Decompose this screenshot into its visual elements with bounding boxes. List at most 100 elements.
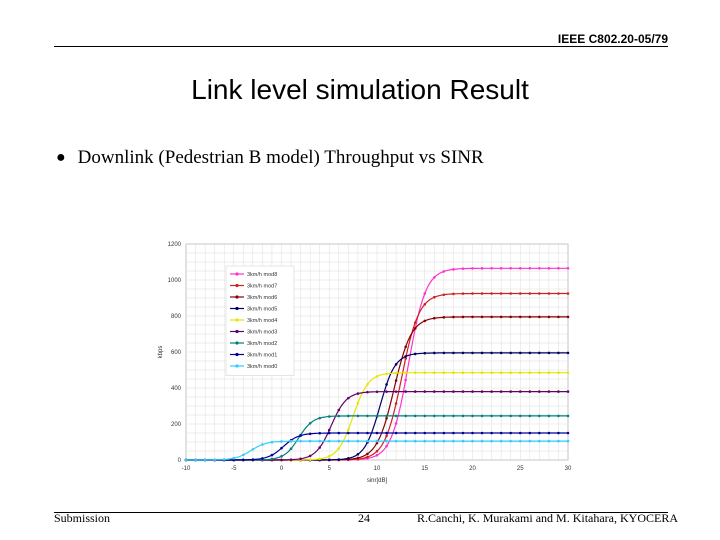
- legend-label: 3km/h mod4: [247, 318, 277, 324]
- series-point: [566, 414, 570, 418]
- series-point: [566, 351, 570, 355]
- series-point: [528, 439, 532, 443]
- series-point: [385, 444, 388, 448]
- series-point: [557, 390, 560, 393]
- series-point: [194, 458, 197, 462]
- series-point: [480, 414, 484, 418]
- series-point: [471, 315, 474, 319]
- y-tick-label: 0: [178, 458, 182, 464]
- series-point: [566, 439, 570, 443]
- series-point: [308, 439, 312, 443]
- series-point: [327, 415, 331, 418]
- series-point: [461, 292, 465, 295]
- x-tick-label: 15: [421, 466, 428, 472]
- legend-marker: [235, 364, 239, 368]
- series-point: [413, 352, 417, 356]
- series-point: [394, 379, 398, 382]
- series-point: [480, 315, 484, 319]
- series-point: [356, 431, 360, 435]
- x-tick-label: 25: [517, 466, 524, 472]
- series-point: [394, 422, 398, 425]
- series-point: [547, 292, 551, 295]
- x-tick-label: 5: [328, 466, 332, 472]
- series-point: [509, 390, 512, 393]
- series-point: [327, 439, 331, 443]
- series-point: [566, 292, 570, 295]
- series-point: [280, 440, 283, 443]
- bullet-icon: ●: [56, 149, 66, 166]
- series-point: [518, 431, 522, 435]
- series-point: [337, 408, 341, 412]
- series-point: [404, 378, 407, 382]
- header-divider: [54, 46, 668, 47]
- series-point: [404, 355, 407, 358]
- series-point: [538, 315, 541, 319]
- series-point: [547, 439, 551, 443]
- series-point: [433, 351, 436, 355]
- series-point: [566, 390, 570, 393]
- series-point: [528, 371, 532, 374]
- series-point: [480, 351, 484, 355]
- series-point: [394, 402, 398, 405]
- series-point: [318, 457, 321, 461]
- series-point: [471, 371, 474, 374]
- series-point: [557, 315, 560, 319]
- legend-label: 3km/h mod0: [247, 364, 277, 370]
- series-point: [471, 431, 474, 435]
- y-axis-label: kbps: [158, 346, 164, 359]
- series-point: [557, 431, 560, 435]
- series-point: [490, 439, 493, 443]
- series-point: [471, 292, 474, 295]
- series-point: [280, 455, 283, 458]
- y-tick-label: 400: [171, 386, 182, 392]
- series-point: [433, 276, 436, 279]
- series-point: [442, 431, 446, 435]
- document-id: IEEE C802.20-05/79: [557, 32, 668, 46]
- series-point: [518, 292, 522, 295]
- series-point: [261, 457, 264, 460]
- bullet-item: ● Downlink (Pedestrian B model) Throughpu…: [56, 147, 484, 169]
- series-point: [413, 431, 417, 435]
- series-point: [547, 351, 551, 355]
- series-point: [442, 293, 446, 297]
- series-point: [528, 431, 532, 435]
- legend-marker: [235, 306, 239, 311]
- series-point: [433, 414, 436, 418]
- series-point: [251, 448, 255, 451]
- series-point: [423, 414, 427, 418]
- series-point: [547, 414, 551, 418]
- series-point: [280, 446, 283, 450]
- series-point: [394, 363, 398, 366]
- series-point: [385, 417, 388, 420]
- series-point: [385, 414, 388, 418]
- series-point: [375, 431, 379, 435]
- x-tick-label: 0: [280, 466, 284, 472]
- series-point: [366, 414, 369, 418]
- series-point: [404, 431, 407, 435]
- series-point: [375, 375, 379, 378]
- series-point: [356, 414, 360, 418]
- series-point: [528, 292, 532, 295]
- series-point: [385, 431, 388, 435]
- series-point: [203, 458, 207, 462]
- series-point: [366, 383, 369, 386]
- legend-label: 3km/h mod6: [247, 295, 277, 301]
- series-point: [490, 371, 493, 374]
- series-point: [499, 371, 503, 374]
- series-point: [566, 431, 570, 435]
- y-tick-label: 800: [171, 314, 182, 320]
- series-point: [327, 455, 331, 458]
- series-point: [404, 357, 407, 360]
- series-point: [471, 267, 474, 270]
- series-point: [452, 371, 455, 375]
- series-point: [538, 371, 541, 374]
- series-point: [433, 431, 436, 435]
- series-point: [337, 439, 341, 443]
- series-point: [518, 315, 522, 319]
- series-point: [413, 321, 417, 324]
- series-point: [538, 267, 541, 270]
- legend-marker: [235, 283, 239, 288]
- series-point: [423, 303, 427, 306]
- series-point: [404, 414, 407, 418]
- series-point: [366, 431, 369, 435]
